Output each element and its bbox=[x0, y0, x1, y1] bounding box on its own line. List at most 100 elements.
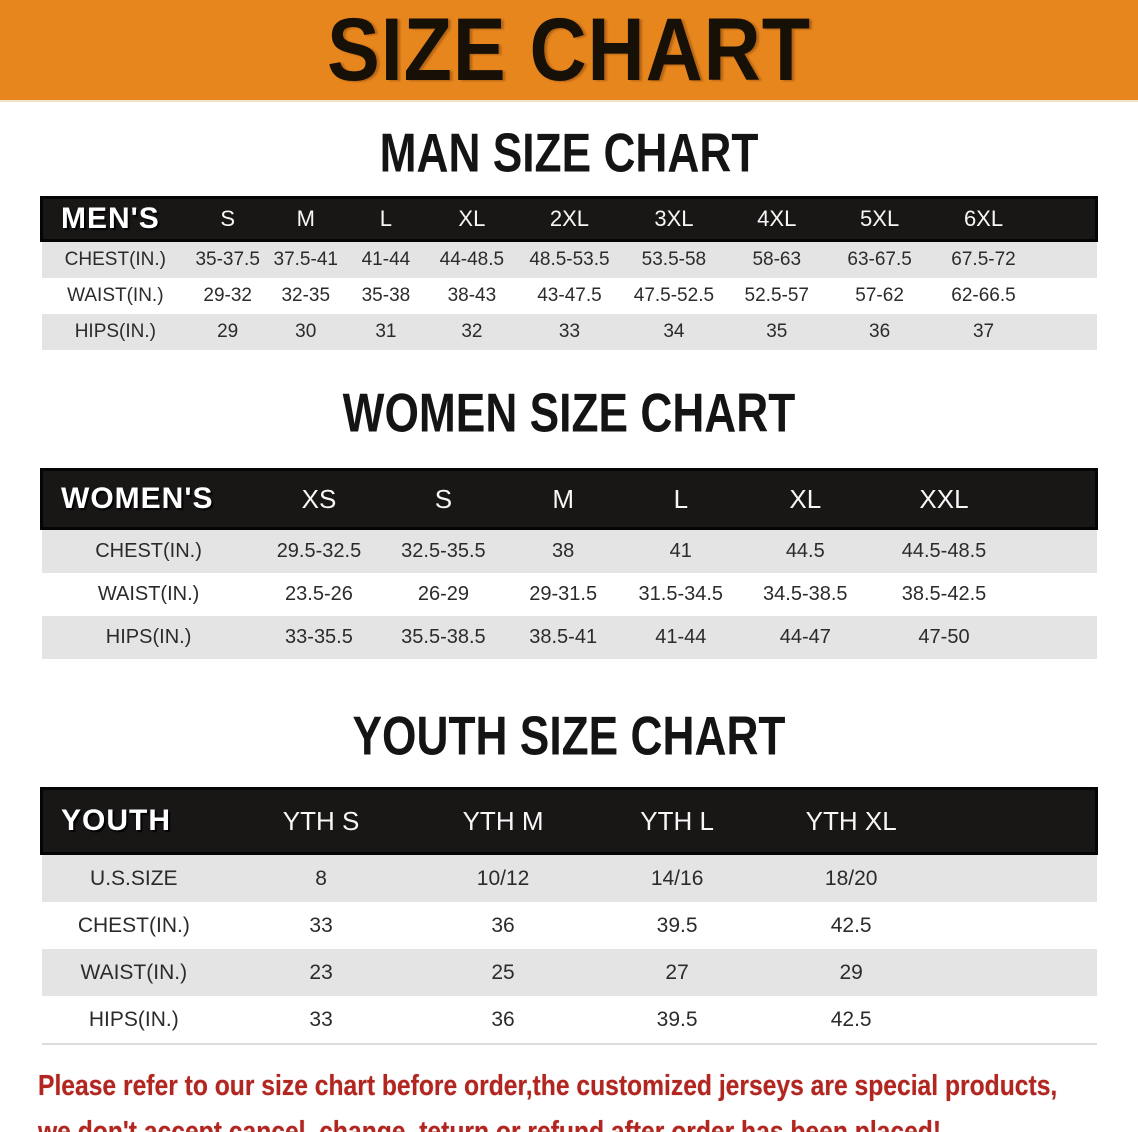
man-section-title: MAN SIZE CHART bbox=[379, 122, 759, 184]
size-value-cell: 35.5-38.5 bbox=[382, 616, 505, 659]
measure-row-label: HIPS(IN.) bbox=[41, 616, 256, 659]
size-table-header-row: MEN'S S M L XL 2XL 3XL 4XL 5XL 6XL bbox=[40, 196, 1099, 242]
order-policy-note: Please refer to our size chart before or… bbox=[38, 1063, 1126, 1132]
row-pad-cell bbox=[1035, 314, 1097, 350]
size-value-cell: 18/20 bbox=[764, 853, 939, 902]
size-column-header: XL bbox=[426, 196, 518, 242]
size-column-header: YTH XL bbox=[764, 787, 939, 855]
size-column-header: M bbox=[504, 468, 622, 530]
table-group-label: WOMEN'S bbox=[39, 468, 256, 530]
measurement-row: CHEST(IN.) 33 36 39.5 42.5 bbox=[41, 902, 1097, 949]
size-value-cell: 29-31.5 bbox=[504, 573, 622, 616]
size-value-cell: 30 bbox=[266, 314, 346, 350]
row-pad-cell bbox=[1017, 573, 1097, 616]
size-value-cell: 48.5-53.5 bbox=[517, 240, 622, 278]
women-section-title: WOMEN SIZE CHART bbox=[342, 382, 796, 444]
size-column-header: XL bbox=[739, 468, 871, 530]
size-value-cell: 67.5-72 bbox=[931, 240, 1036, 278]
youth-size-table: YOUTH YTH S YTH M YTH L YTH XL U.S.SIZE 8 10/12… bbox=[40, 787, 1099, 1045]
order-policy-line-2: we don't accept cancel, change, teturn o… bbox=[38, 1116, 942, 1132]
size-value-cell: 47.5-52.5 bbox=[621, 278, 727, 314]
row-pad-cell bbox=[1035, 278, 1097, 314]
size-value-cell: 35-37.5 bbox=[189, 240, 267, 278]
size-value-cell: 35 bbox=[726, 314, 828, 350]
measure-row-label: HIPS(IN.) bbox=[41, 996, 227, 1045]
size-value-cell: 36 bbox=[416, 902, 591, 949]
size-value-cell: 33-35.5 bbox=[255, 616, 383, 659]
size-value-cell: 52.5-57 bbox=[726, 278, 828, 314]
size-value-cell: 38.5-42.5 bbox=[870, 573, 1018, 616]
size-value-cell: 63-67.5 bbox=[827, 240, 932, 278]
size-value-cell: 29 bbox=[189, 314, 267, 350]
header-pad-cell bbox=[1035, 196, 1099, 242]
size-value-cell: 37.5-41 bbox=[266, 240, 346, 278]
row-pad-cell bbox=[1017, 528, 1097, 573]
size-value-cell: 31.5-34.5 bbox=[621, 573, 740, 616]
size-value-cell: 39.5 bbox=[590, 996, 765, 1045]
size-column-header: S bbox=[189, 196, 267, 242]
size-value-cell: 34.5-38.5 bbox=[739, 573, 871, 616]
size-value-cell: 23 bbox=[226, 949, 417, 996]
youth-table-container: YOUTH YTH S YTH M YTH L YTH XL U.S.SIZE 8 10/12… bbox=[40, 787, 1099, 1045]
size-value-cell: 32-35 bbox=[266, 278, 346, 314]
mens-size-table: MEN'S S M L XL 2XL 3XL 4XL 5XL 6XL CHEST(IN.) 35-37… bbox=[40, 196, 1099, 350]
size-value-cell: 38 bbox=[504, 528, 622, 573]
measure-row-label: CHEST(IN.) bbox=[41, 528, 256, 573]
size-column-header: XS bbox=[255, 468, 383, 530]
size-value-cell: 35-38 bbox=[345, 278, 427, 314]
size-value-cell: 29.5-32.5 bbox=[255, 528, 383, 573]
size-value-cell: 10/12 bbox=[416, 853, 591, 902]
size-value-cell: 26-29 bbox=[382, 573, 505, 616]
measure-row-label: WAIST(IN.) bbox=[41, 278, 190, 314]
size-column-header: 3XL bbox=[621, 196, 727, 242]
row-pad-cell bbox=[1035, 240, 1097, 278]
size-value-cell: 43-47.5 bbox=[517, 278, 622, 314]
size-value-cell: 44-47 bbox=[739, 616, 871, 659]
order-policy-line-1: Please refer to our size chart before or… bbox=[38, 1070, 1058, 1102]
size-column-header: L bbox=[345, 196, 427, 242]
size-value-cell: 37 bbox=[931, 314, 1036, 350]
table-group-label: YOUTH bbox=[40, 787, 227, 855]
size-value-cell: 44.5 bbox=[739, 528, 871, 573]
size-column-header: M bbox=[266, 196, 346, 242]
size-column-header: 4XL bbox=[726, 196, 828, 242]
size-column-header: XXL bbox=[870, 468, 1018, 530]
measure-row-label: CHEST(IN.) bbox=[41, 240, 190, 278]
size-column-header: YTH L bbox=[590, 787, 765, 855]
measurement-row: WAIST(IN.) 29-32 32-35 35-38 38-43 43-47.5 47.… bbox=[41, 278, 1097, 314]
banner: SIZE CHART bbox=[0, 0, 1138, 102]
row-pad-cell bbox=[1017, 616, 1097, 659]
size-value-cell: 57-62 bbox=[827, 278, 932, 314]
size-value-cell: 32 bbox=[426, 314, 518, 350]
size-column-header: 2XL bbox=[517, 196, 622, 242]
size-value-cell: 14/16 bbox=[590, 853, 765, 902]
mens-table-container: MEN'S S M L XL 2XL 3XL 4XL 5XL 6XL CHEST(IN.) 35-37… bbox=[40, 196, 1099, 350]
size-value-cell: 23.5-26 bbox=[255, 573, 383, 616]
measurement-row: CHEST(IN.) 29.5-32.5 32.5-35.5 38 41 44.5 44.5… bbox=[41, 528, 1097, 573]
header-pad-cell bbox=[1017, 468, 1099, 530]
size-value-cell: 42.5 bbox=[764, 996, 939, 1045]
measure-row-label: CHEST(IN.) bbox=[41, 902, 227, 949]
size-value-cell: 41-44 bbox=[345, 240, 427, 278]
row-pad-cell bbox=[938, 949, 1097, 996]
measurement-row: WAIST(IN.) 23 25 27 29 bbox=[41, 949, 1097, 996]
measurement-row: HIPS(IN.) 33-35.5 35.5-38.5 38.5-41 41-44 44-… bbox=[41, 616, 1097, 659]
size-value-cell: 34 bbox=[621, 314, 727, 350]
size-value-cell: 41-44 bbox=[621, 616, 740, 659]
size-value-cell: 33 bbox=[517, 314, 622, 350]
size-value-cell: 53.5-58 bbox=[621, 240, 727, 278]
size-value-cell: 33 bbox=[226, 902, 417, 949]
measure-row-label: WAIST(IN.) bbox=[41, 949, 227, 996]
size-value-cell: 62-66.5 bbox=[931, 278, 1036, 314]
measurement-row: HIPS(IN.) 29 30 31 32 33 34 35 36 37 bbox=[41, 314, 1097, 350]
size-column-header: L bbox=[621, 468, 740, 530]
measure-row-label: HIPS(IN.) bbox=[41, 314, 190, 350]
header-pad-cell bbox=[938, 787, 1099, 855]
row-pad-cell bbox=[938, 996, 1097, 1045]
size-table-header-row: WOMEN'S XS S M L XL XXL bbox=[39, 468, 1099, 530]
size-value-cell: 33 bbox=[226, 996, 417, 1045]
size-value-cell: 39.5 bbox=[590, 902, 765, 949]
size-value-cell: 31 bbox=[345, 314, 427, 350]
size-value-cell: 58-63 bbox=[726, 240, 828, 278]
